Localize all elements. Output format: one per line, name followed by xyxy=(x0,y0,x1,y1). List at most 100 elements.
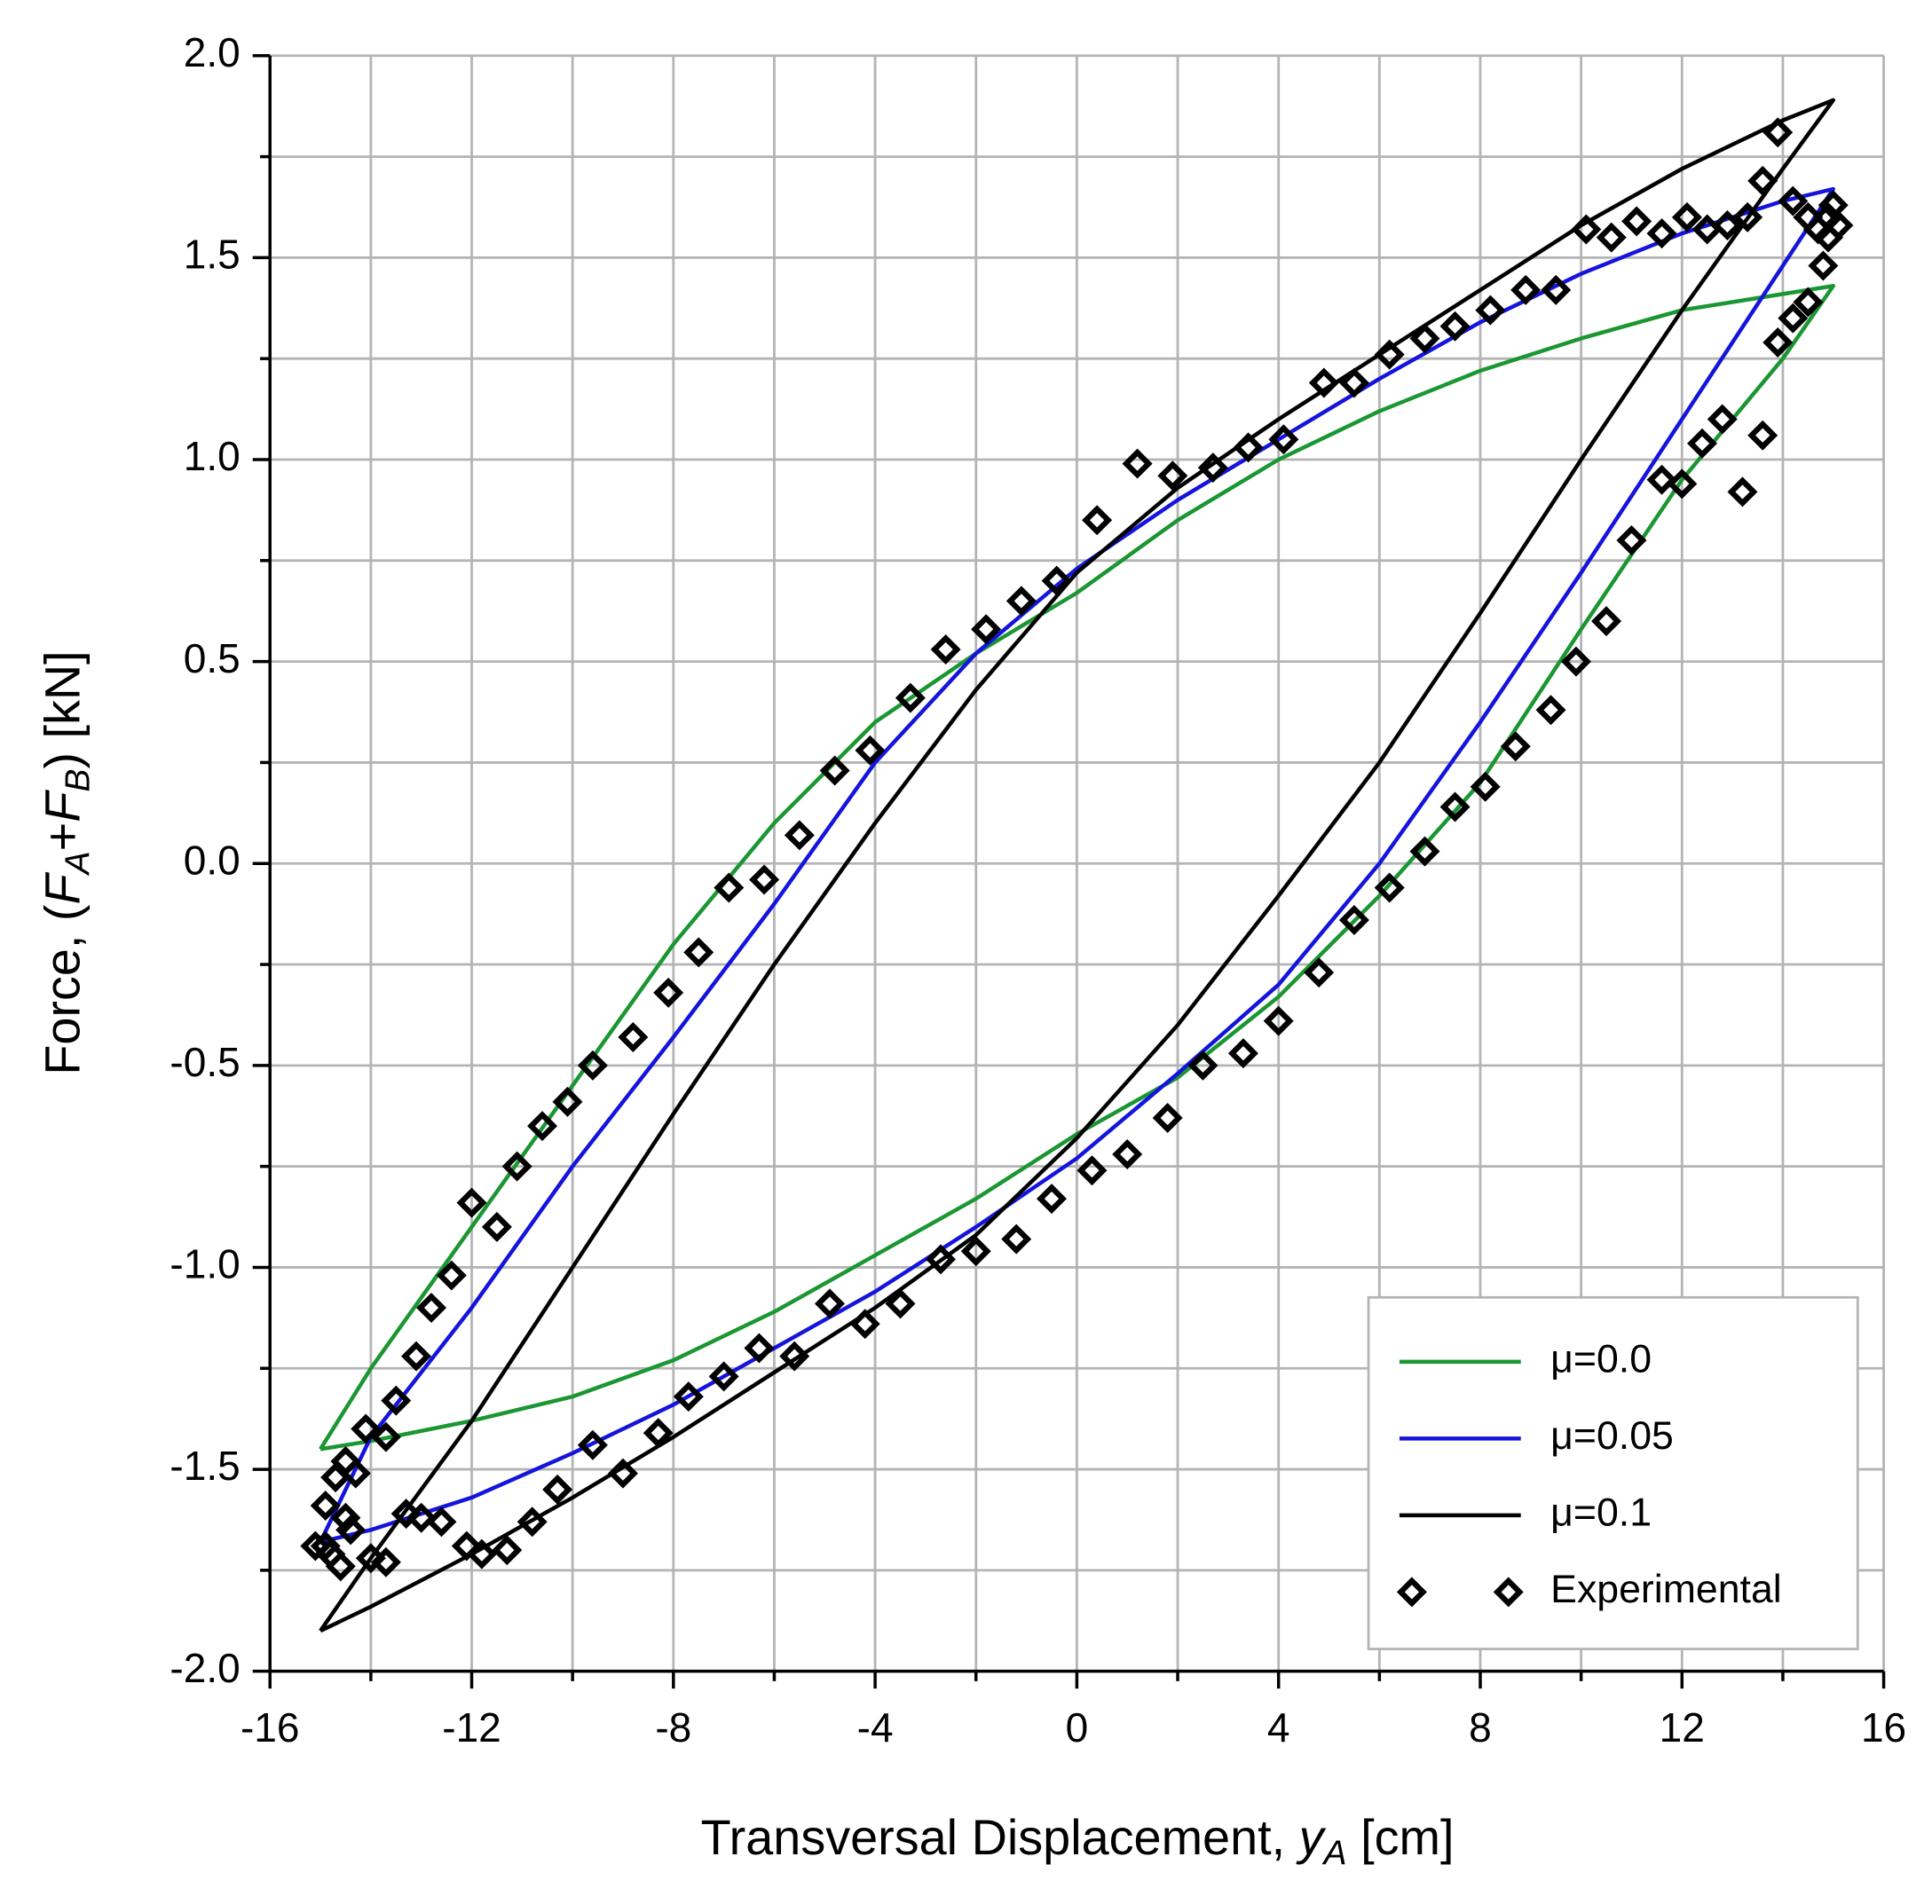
data-point xyxy=(708,1361,739,1392)
series-line xyxy=(319,98,1835,1633)
data-point xyxy=(1535,695,1566,726)
data-point xyxy=(390,1499,422,1530)
data-point xyxy=(643,1418,674,1449)
data-point xyxy=(1036,1184,1067,1215)
data-point xyxy=(1268,424,1299,455)
data-point xyxy=(481,1211,512,1242)
y-axis-title: Force, (FA+FB) [kN] xyxy=(34,650,97,1074)
y-axis-title-part: F xyxy=(34,790,90,822)
x-axis-title-part: Transversal Displacement, xyxy=(701,1809,1299,1865)
x-tick-label: -4 xyxy=(857,1704,894,1751)
data-point xyxy=(1475,295,1506,326)
data-point xyxy=(1152,1103,1183,1134)
y-tick-label: -0.5 xyxy=(170,1039,240,1085)
data-point xyxy=(330,1502,361,1533)
y-tick-label: -1.5 xyxy=(170,1443,240,1489)
data-point xyxy=(784,820,815,851)
data-point xyxy=(1374,872,1405,903)
data-point xyxy=(1197,452,1228,484)
data-point xyxy=(1409,836,1440,867)
data-point xyxy=(1671,201,1702,232)
data-point xyxy=(1409,323,1440,354)
data-point xyxy=(1187,1050,1218,1081)
data-point xyxy=(1041,565,1072,596)
data-point xyxy=(1778,303,1809,334)
data-point xyxy=(300,1530,331,1562)
legend-box xyxy=(1367,1295,1859,1650)
data-point xyxy=(370,1421,401,1452)
data-point xyxy=(1308,367,1339,398)
points-layer xyxy=(300,117,1854,1582)
data-point xyxy=(1470,771,1501,802)
data-point xyxy=(1500,731,1531,762)
data-point xyxy=(381,1385,412,1416)
data-point xyxy=(1338,904,1369,935)
y-axis-title-part: F xyxy=(34,872,90,905)
data-point xyxy=(1001,1223,1032,1255)
data-point xyxy=(1616,525,1647,556)
data-point xyxy=(340,1458,371,1489)
data-point xyxy=(925,1244,956,1275)
data-point xyxy=(492,1535,523,1566)
grid-layer xyxy=(268,54,1885,1673)
data-point xyxy=(1646,218,1677,249)
data-point xyxy=(416,1292,447,1323)
data-point xyxy=(1338,367,1369,398)
data-point xyxy=(607,1458,638,1489)
data-point xyxy=(779,1341,810,1372)
legend-layer: μ=0.0 μ=0.05 μ=0.1 Experimental xyxy=(1367,1295,1859,1650)
data-point xyxy=(1621,206,1652,237)
data-point xyxy=(1707,404,1738,435)
y-tick-label: 1.0 xyxy=(184,433,241,479)
x-tick-label: 16 xyxy=(1861,1704,1906,1751)
legend-label: μ=0.0 xyxy=(1550,1338,1652,1381)
data-point xyxy=(1793,287,1824,318)
data-point xyxy=(517,1507,548,1538)
data-point xyxy=(855,735,886,766)
data-point xyxy=(1762,327,1794,358)
y-axis-title-part: ) [kN] xyxy=(34,650,90,768)
data-point xyxy=(814,1288,845,1319)
data-point xyxy=(1732,201,1763,232)
x-tick-label: 8 xyxy=(1469,1704,1492,1751)
data-point xyxy=(885,1288,916,1319)
data-point xyxy=(1374,339,1405,370)
data-point xyxy=(1646,464,1677,495)
data-point xyxy=(895,682,926,713)
data-point xyxy=(714,872,745,903)
data-point xyxy=(456,1187,487,1218)
data-point xyxy=(527,1111,558,1142)
data-point xyxy=(1596,222,1627,253)
data-point xyxy=(1747,165,1778,196)
data-point xyxy=(683,937,714,968)
data-point xyxy=(1727,476,1758,507)
data-point xyxy=(1263,1005,1294,1036)
y-axis-title-part: Force, ( xyxy=(34,904,90,1075)
data-point xyxy=(930,633,961,665)
data-point xyxy=(971,614,1002,645)
legend-label: μ=0.1 xyxy=(1550,1491,1652,1535)
lines-layer xyxy=(319,98,1835,1633)
data-point xyxy=(1439,311,1471,342)
data-point xyxy=(1808,250,1839,281)
x-tick-label: -8 xyxy=(655,1704,691,1751)
data-point xyxy=(501,1151,532,1182)
data-point xyxy=(1747,420,1778,451)
data-point xyxy=(1541,274,1572,305)
y-tick-label: 0.5 xyxy=(184,635,241,681)
data-point xyxy=(1157,460,1188,492)
data-point xyxy=(1082,505,1113,536)
data-point xyxy=(819,755,850,786)
data-point xyxy=(577,1050,608,1081)
data-point xyxy=(552,1086,583,1117)
y-tick-label: -2.0 xyxy=(170,1645,240,1691)
data-point xyxy=(744,1333,775,1364)
data-point xyxy=(1778,185,1809,216)
series-line xyxy=(319,186,1835,1545)
data-point xyxy=(1112,1138,1143,1169)
data-point xyxy=(1233,432,1264,463)
data-point xyxy=(401,1341,432,1372)
data-point xyxy=(1076,1155,1108,1186)
data-point xyxy=(1687,428,1718,459)
